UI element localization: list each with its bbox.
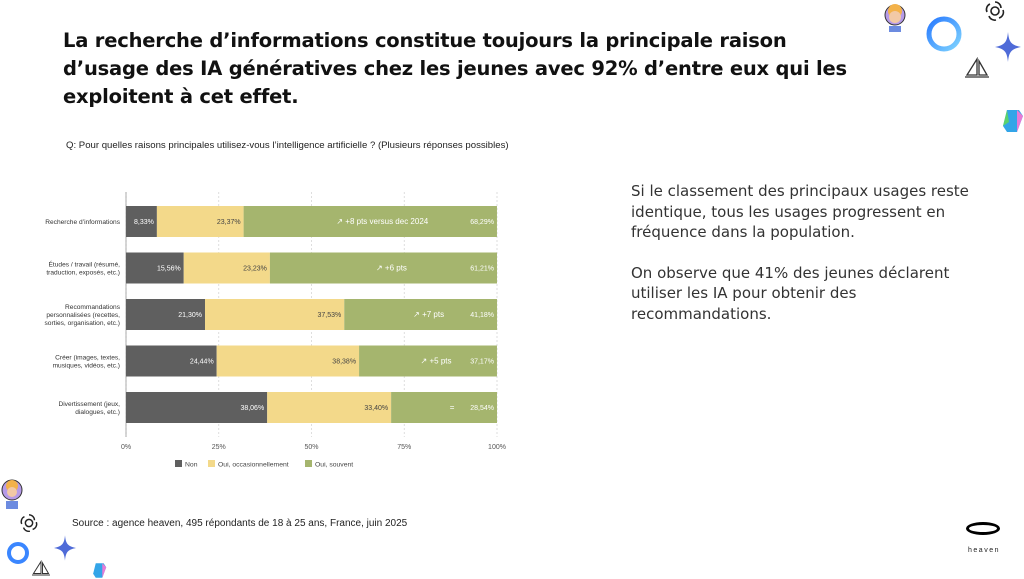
data-label: 23,23% <box>243 266 267 273</box>
legend-label: Non <box>185 462 198 469</box>
x-tick-label: 0% <box>121 444 131 451</box>
ring-logo-icon <box>924 14 964 54</box>
sparkle-icon <box>995 32 1021 62</box>
sparkle-icon <box>54 535 76 561</box>
bar-segment <box>126 392 268 423</box>
page-title: La recherche d’informations constitue to… <box>63 29 847 108</box>
copilot-logo-icon <box>92 562 108 579</box>
data-label: 23,37% <box>217 219 241 226</box>
x-tick-label: 25% <box>212 444 226 451</box>
commentary-paragraph-2: On observe que 41% des jeunes déclarent … <box>631 263 950 323</box>
bar-segment <box>183 252 270 284</box>
data-label: 41,18% <box>470 312 494 319</box>
category-label: Divertissement (jeux, dialogues, etc.) <box>58 401 120 416</box>
category-label: Créer (images, textes, musiques, vidéos, … <box>53 355 121 370</box>
source-note: Source : agence heaven, 495 répondants d… <box>72 518 408 529</box>
sailboat-icon <box>963 57 991 81</box>
legend-swatch <box>175 460 182 467</box>
data-label: 15,56% <box>157 266 181 273</box>
data-label: 38,06% <box>240 405 264 412</box>
commentary: Si le classement des principaux usages r… <box>631 181 991 344</box>
data-label: 37,53% <box>318 312 342 319</box>
survey-question: Q: Pour quelles raisons principales util… <box>66 140 509 151</box>
trend-annotation: = <box>450 403 455 412</box>
bar-segment <box>391 392 497 423</box>
logo-ring-icon <box>966 522 1000 535</box>
data-label: 38,38% <box>332 359 356 366</box>
legend-label: Oui, souvent <box>315 462 353 469</box>
legend-swatch <box>305 460 312 467</box>
data-label: 61,21% <box>470 266 494 273</box>
legend-swatch <box>208 460 215 467</box>
trend-annotation: ↗ +8 pts versus dec 2024 <box>336 217 428 226</box>
copilot-logo-icon <box>1003 108 1024 134</box>
x-tick-label: 75% <box>397 444 411 451</box>
bar-segment <box>269 252 497 284</box>
trend-annotation: ↗ +5 pts <box>421 357 452 366</box>
trend-annotation: ↗ +6 pts <box>376 264 407 273</box>
data-label: 33,40% <box>364 405 388 412</box>
bar-segment <box>156 206 244 237</box>
category-label: Recherche d’informations <box>45 219 120 226</box>
legend-label: Oui, occasionnellement <box>218 462 289 469</box>
sailboat-icon <box>30 560 52 578</box>
data-label: 28,54% <box>470 405 494 412</box>
bar-segment <box>359 345 497 377</box>
bar-segment <box>126 206 157 237</box>
bar-segment <box>243 206 497 237</box>
bar-segment <box>126 252 184 284</box>
data-label: 21,30% <box>178 312 202 319</box>
avatar-character-icon <box>0 477 28 509</box>
data-label: 8,33% <box>134 219 154 226</box>
openai-logo-icon <box>19 513 39 533</box>
bar-segment <box>126 299 206 330</box>
category-label: Études / travail (résumé, traduction, exp… <box>46 260 120 277</box>
brand-name: heaven <box>968 547 1000 554</box>
commentary-paragraph-1: Si le classement des principaux usages r… <box>631 182 969 241</box>
x-tick-label: 100% <box>488 444 506 451</box>
data-label: 24,44% <box>190 359 214 366</box>
ring-logo-icon <box>5 540 31 566</box>
bar-segment <box>267 392 392 423</box>
category-label: Recommandations personnalisées (recettes,… <box>45 304 121 327</box>
bar-segment <box>126 345 217 377</box>
data-label: 68,29% <box>470 219 494 226</box>
bar-segment <box>216 345 360 377</box>
avatar-character-icon <box>880 2 910 32</box>
bar-segment <box>205 299 345 330</box>
trend-annotation: ↗ +7 pts <box>413 310 444 319</box>
bar-segment <box>344 299 498 330</box>
heaven-logo: heaven <box>964 522 1004 562</box>
x-tick-label: 50% <box>304 444 318 451</box>
openai-logo-icon <box>984 0 1006 22</box>
data-label: 37,17% <box>470 359 494 366</box>
